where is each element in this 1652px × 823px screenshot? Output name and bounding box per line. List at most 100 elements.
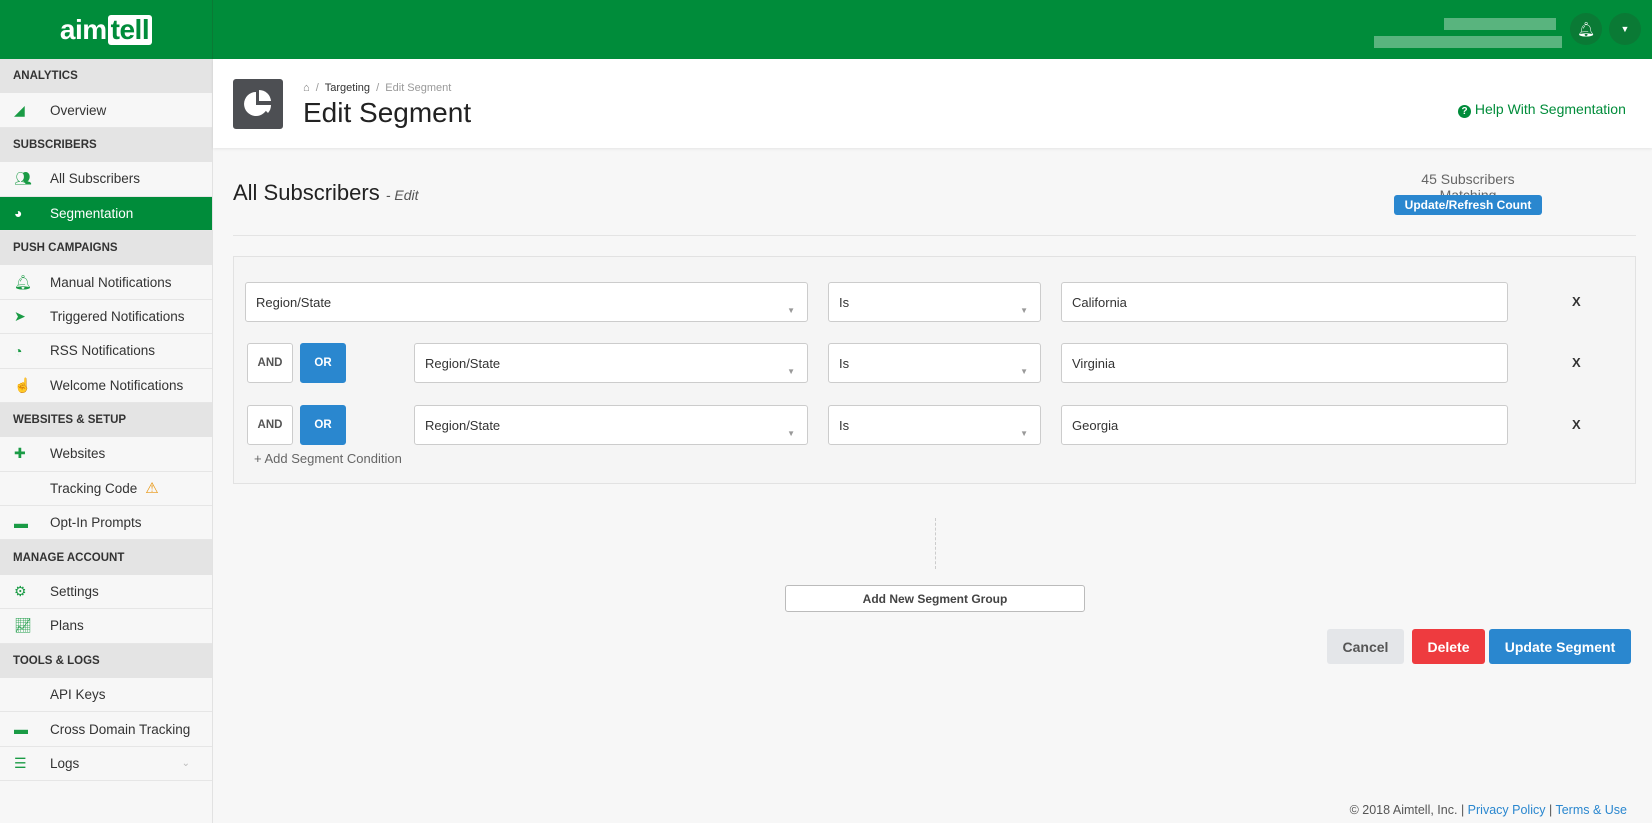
caret-down-icon: ▼ bbox=[787, 429, 795, 438]
add-segment-group-button[interactable]: Add New Segment Group bbox=[785, 585, 1085, 612]
sidebar-item-label: Settings bbox=[50, 584, 99, 600]
condition-value-input[interactable]: California bbox=[1061, 282, 1508, 322]
condition-field-select[interactable]: Region/State ▼ bbox=[245, 282, 808, 322]
hand-icon: ☝ bbox=[14, 376, 32, 393]
group-connector-line bbox=[935, 518, 936, 569]
sidebar-item-label: Triggered Notifications bbox=[50, 308, 185, 324]
or-toggle[interactable]: OR bbox=[300, 343, 346, 383]
account-name-redacted bbox=[1444, 18, 1556, 30]
list-icon: ☰ bbox=[14, 755, 27, 771]
sidebar-item-websites[interactable]: ✚ Websites bbox=[0, 437, 212, 472]
sidebar-item-rss-notifications[interactable]: ◔ RSS Notifications bbox=[0, 334, 212, 369]
gears-icon: ⚙ bbox=[14, 583, 27, 600]
sidebar-item-triggered-notifications[interactable]: ➤ Triggered Notifications bbox=[0, 299, 212, 335]
question-circle-icon: ? bbox=[1458, 105, 1471, 118]
sidebar-section-header: TOOLS & LOGS bbox=[0, 643, 212, 679]
help-segmentation-link[interactable]: ? Help With Segmentation bbox=[1458, 101, 1626, 118]
sidebar-item-cross-domain-tracking[interactable]: ▬ Cross Domain Tracking bbox=[0, 712, 212, 747]
window-icon: ▬ bbox=[14, 514, 28, 531]
condition-value-input[interactable]: Georgia bbox=[1061, 405, 1508, 445]
sidebar-section-header: ANALYTICS bbox=[0, 59, 212, 94]
page-header bbox=[213, 59, 1652, 148]
or-toggle[interactable]: OR bbox=[300, 405, 346, 445]
sidebar-item-settings[interactable]: ⚙ Settings bbox=[0, 574, 212, 610]
sidebar-item-label: Cross Domain Tracking bbox=[50, 721, 191, 737]
privacy-policy-link[interactable]: Privacy Policy bbox=[1467, 803, 1546, 817]
cancel-button[interactable]: Cancel bbox=[1327, 629, 1404, 664]
breadcrumb-targeting[interactable]: Targeting bbox=[324, 82, 371, 94]
sidebar-item-tracking-code[interactable]: Tracking Code ⚠ bbox=[0, 471, 212, 507]
refresh-count-button[interactable]: Update/Refresh Count bbox=[1394, 195, 1542, 215]
sidebar-item-plans[interactable]: 📈︎ Plans bbox=[0, 609, 212, 644]
logo[interactable]: aim tell bbox=[0, 0, 213, 59]
edit-segment-name-link[interactable]: - Edit bbox=[385, 187, 419, 203]
sidebar-item-label: All Subscribers bbox=[50, 171, 141, 187]
account-menu-button[interactable]: ▼ bbox=[1609, 13, 1641, 45]
pie-chart-icon: ◕ bbox=[14, 205, 23, 222]
caret-down-icon: ▼ bbox=[1020, 429, 1028, 438]
delete-button[interactable]: Delete bbox=[1412, 629, 1485, 664]
sidebar-item-label: Segmentation bbox=[50, 205, 134, 221]
update-segment-button[interactable]: Update Segment bbox=[1489, 629, 1631, 664]
remove-condition-button[interactable]: X bbox=[1572, 294, 1581, 309]
pie-chart-icon bbox=[233, 79, 283, 129]
sidebar-item-label: Tracking Code bbox=[50, 480, 138, 496]
bell-icon: 🔔︎ bbox=[14, 273, 32, 290]
sidebar-item-all-subscribers[interactable]: 👥︎ All Subscribers bbox=[0, 162, 212, 197]
sidebar-item-label: RSS Notifications bbox=[50, 343, 156, 359]
sidebar-item-logs[interactable]: ☰ Logs ⌄ bbox=[0, 746, 212, 782]
sidebar-item-label: Welcome Notifications bbox=[50, 377, 184, 393]
sidebar-section-header: PUSH CAMPAIGNS bbox=[0, 230, 212, 266]
sidebar-item-label: Plans bbox=[50, 618, 84, 634]
segment-name: All Subscribers - Edit bbox=[233, 180, 419, 205]
divider bbox=[233, 235, 1636, 236]
footer: © 2018 Aimtell, Inc. | Privacy Policy | … bbox=[1349, 803, 1627, 817]
terms-link[interactable]: Terms & Use bbox=[1555, 803, 1627, 817]
home-icon[interactable]: ⌂ bbox=[303, 82, 310, 94]
caret-down-icon: ▼ bbox=[787, 306, 795, 315]
puzzle-icon: ✚ bbox=[14, 445, 26, 462]
breadcrumb-current: Edit Segment bbox=[385, 82, 452, 94]
users-icon: 👥︎ bbox=[14, 170, 32, 187]
sidebar: ANALYTICS ◢ Overview SUBSCRIBERS 👥︎ All Subsc… bbox=[0, 59, 213, 823]
remove-condition-button[interactable]: X bbox=[1572, 355, 1581, 370]
sidebar-section-header: SUBSCRIBERS bbox=[0, 127, 212, 163]
caret-down-icon: ▼ bbox=[1020, 306, 1028, 315]
caret-down-icon: ▼ bbox=[787, 367, 795, 376]
area-chart-icon: ◢ bbox=[14, 101, 25, 118]
sidebar-item-opt-in-prompts[interactable]: ▬ Opt-In Prompts bbox=[0, 506, 212, 541]
sidebar-item-api-keys[interactable]: API Keys bbox=[0, 678, 212, 713]
page-title: Edit Segment bbox=[303, 97, 472, 128]
sidebar-section-header: WEBSITES & SETUP bbox=[0, 402, 212, 438]
sidebar-item-segmentation[interactable]: ◕ Segmentation bbox=[0, 196, 212, 231]
remove-condition-button[interactable]: X bbox=[1572, 417, 1581, 432]
sidebar-item-overview[interactable]: ◢ Overview bbox=[0, 93, 212, 128]
sidebar-item-label: Logs bbox=[50, 756, 80, 771]
account-email-redacted bbox=[1374, 36, 1562, 48]
sidebar-item-label: Manual Notifications bbox=[50, 274, 172, 290]
line-chart-icon: 📈︎ bbox=[14, 617, 32, 634]
chevron-down-icon[interactable]: ⌄ bbox=[181, 758, 190, 769]
paper-plane-icon: ➤ bbox=[14, 307, 26, 324]
sidebar-item-label: Opt-In Prompts bbox=[50, 515, 142, 531]
breadcrumb: ⌂ / Targeting / Edit Segment bbox=[303, 82, 452, 94]
and-toggle[interactable]: AND bbox=[247, 343, 293, 383]
condition-field-select[interactable]: Region/State ▼ bbox=[414, 343, 808, 383]
caret-down-icon: ▼ bbox=[1020, 367, 1028, 376]
condition-value-input[interactable]: Virginia bbox=[1061, 343, 1508, 383]
bell-icon: 🔔︎ bbox=[1577, 20, 1595, 37]
sidebar-item-label: Websites bbox=[50, 446, 106, 462]
add-condition-link[interactable]: + Add Segment Condition bbox=[254, 451, 402, 466]
condition-field-select[interactable]: Region/State ▼ bbox=[414, 405, 808, 445]
condition-operator-select[interactable]: Is ▼ bbox=[828, 405, 1041, 445]
condition-operator-select[interactable]: Is ▼ bbox=[828, 282, 1041, 322]
warning-icon: ⚠ bbox=[145, 480, 159, 498]
and-toggle[interactable]: AND bbox=[247, 405, 293, 445]
sidebar-item-welcome-notifications[interactable]: ☝ Welcome Notifications bbox=[0, 368, 212, 403]
sidebar-item-label: API Keys bbox=[50, 687, 106, 703]
caret-down-icon: ▼ bbox=[1620, 24, 1630, 34]
sidebar-section-header: MANAGE ACCOUNT bbox=[0, 540, 212, 575]
sidebar-item-manual-notifications[interactable]: 🔔︎ Manual Notifications bbox=[0, 265, 212, 300]
notifications-button[interactable]: 🔔︎ bbox=[1570, 13, 1602, 45]
condition-operator-select[interactable]: Is ▼ bbox=[828, 343, 1041, 383]
